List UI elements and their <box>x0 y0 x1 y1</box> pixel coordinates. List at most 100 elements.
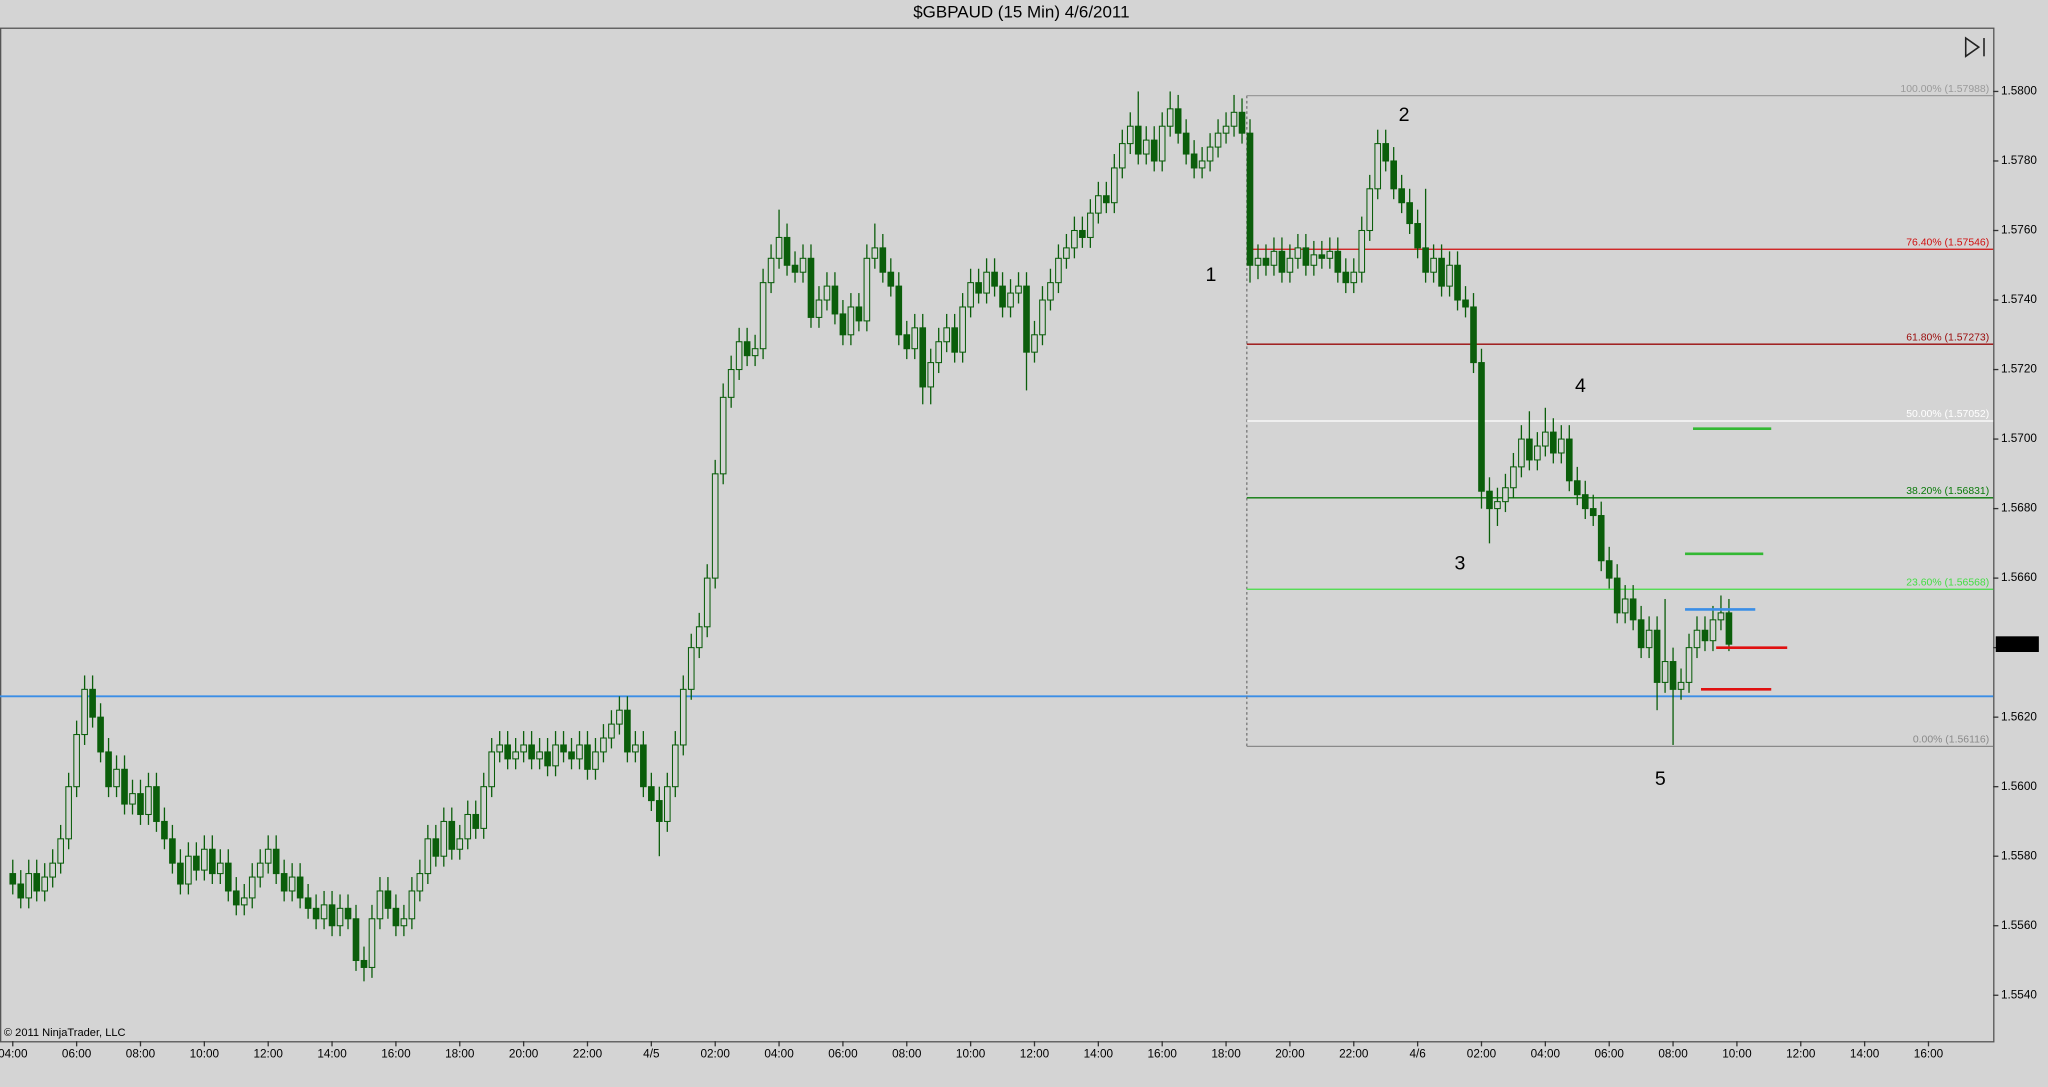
last-price-label: 1.5641 <box>2000 637 2036 650</box>
x-tick-label: 18:00 <box>1211 1047 1241 1060</box>
candle-body <box>1669 661 1677 690</box>
candle-body <box>49 862 56 878</box>
candle-body <box>408 890 416 920</box>
candle-body <box>1414 223 1421 249</box>
candle-body <box>831 285 839 315</box>
candle-body <box>751 348 759 357</box>
candle-body <box>73 734 80 788</box>
candle-body <box>1039 299 1046 336</box>
candle-body <box>129 793 136 805</box>
y-tick-label: 1.5740 <box>2001 293 2037 306</box>
candle-body <box>632 744 639 753</box>
candle-body <box>424 838 432 875</box>
candle-body <box>1350 271 1358 284</box>
candle-body <box>1374 143 1382 190</box>
candle-body <box>1158 125 1166 162</box>
x-tick-label: 20:00 <box>509 1047 539 1060</box>
candle-body <box>312 907 320 920</box>
candle-body <box>711 473 719 579</box>
candle-body <box>352 918 360 962</box>
candle-body <box>1007 292 1014 308</box>
candle-body <box>57 838 64 864</box>
candle-body <box>943 327 950 343</box>
candle-body <box>791 264 799 273</box>
candle-body <box>1334 250 1342 273</box>
x-tick-label: 22:00 <box>573 1047 603 1060</box>
nav-icon[interactable] <box>1964 36 1985 58</box>
nav-arrow[interactable] <box>1964 36 1981 58</box>
candle-body <box>185 855 192 885</box>
candle-body <box>743 341 751 357</box>
candle-body <box>624 709 631 753</box>
candle-body <box>1047 282 1054 301</box>
candle-body <box>1246 132 1254 266</box>
candle-body <box>1198 160 1206 169</box>
candle-body <box>1015 285 1022 294</box>
candle-body <box>392 907 400 927</box>
x-tick-label: 12:00 <box>1786 1047 1816 1060</box>
candle-body <box>1166 108 1174 127</box>
candle-body <box>1190 153 1198 169</box>
candle-body <box>1462 299 1469 308</box>
candle-body <box>1518 438 1525 468</box>
candle-body <box>328 904 336 927</box>
candle-body <box>1550 431 1557 454</box>
candle-body <box>576 744 583 760</box>
candle-body <box>272 848 280 875</box>
candle-body <box>687 647 695 690</box>
candle-body <box>89 688 96 718</box>
candle-body <box>815 299 823 318</box>
x-tick-label: 4/5 <box>643 1047 660 1060</box>
x-tick-label: 06:00 <box>828 1047 858 1060</box>
x-tick-label: 16:00 <box>1147 1047 1177 1060</box>
candle-body <box>1063 247 1070 259</box>
candle-body <box>1358 229 1366 273</box>
candle-body <box>1701 629 1709 642</box>
candle-body <box>983 271 990 294</box>
y-tick-label: 1.5680 <box>2001 502 2037 515</box>
candle-body <box>600 737 607 753</box>
candle-body <box>1342 271 1350 284</box>
candle-body <box>560 744 567 753</box>
x-tick-label: 14:00 <box>1850 1047 1880 1060</box>
x-tick-label: 06:00 <box>1594 1047 1624 1060</box>
candle-body <box>296 876 304 899</box>
y-tick-label: 1.5600 <box>2001 780 2037 793</box>
fib-label: 100.00% (1.57988) <box>1900 84 1989 95</box>
candle-body <box>400 918 408 927</box>
candle-body <box>1103 195 1110 204</box>
candle-body <box>759 282 767 350</box>
candle-body <box>504 744 511 760</box>
candle-body <box>113 768 120 788</box>
candle-body <box>1430 257 1437 273</box>
x-tick-label: 16:00 <box>381 1047 411 1060</box>
candle-body <box>528 744 535 760</box>
x-tick-label: 08:00 <box>1658 1047 1688 1060</box>
candle-body <box>703 577 711 628</box>
candle-body <box>1709 619 1717 642</box>
x-tick-label: 14:00 <box>317 1047 347 1060</box>
candle-body <box>967 282 974 308</box>
candle-body <box>640 744 647 788</box>
x-tick-label: 04:00 <box>764 1047 794 1060</box>
candle-body <box>288 876 296 892</box>
candle-body <box>1262 257 1270 266</box>
y-tick-label: 1.5620 <box>2001 710 2037 723</box>
candle-body <box>783 236 791 266</box>
wave-label: 5 <box>1655 768 1666 790</box>
candle-body <box>935 341 943 364</box>
wave-label: 3 <box>1454 552 1465 574</box>
candle-body <box>1095 195 1102 214</box>
candle-body <box>775 236 783 259</box>
candle-body <box>887 271 895 287</box>
candle-body <box>488 751 496 788</box>
candle-body <box>224 862 232 892</box>
y-tick-label: 1.5700 <box>2001 432 2037 445</box>
candle-body <box>1174 108 1182 134</box>
candle-body <box>616 709 623 725</box>
candle-body <box>344 907 352 920</box>
candle-body <box>1581 494 1589 510</box>
candle-body <box>1693 629 1701 649</box>
fib-label: 50.00% (1.57052) <box>1906 409 1989 420</box>
